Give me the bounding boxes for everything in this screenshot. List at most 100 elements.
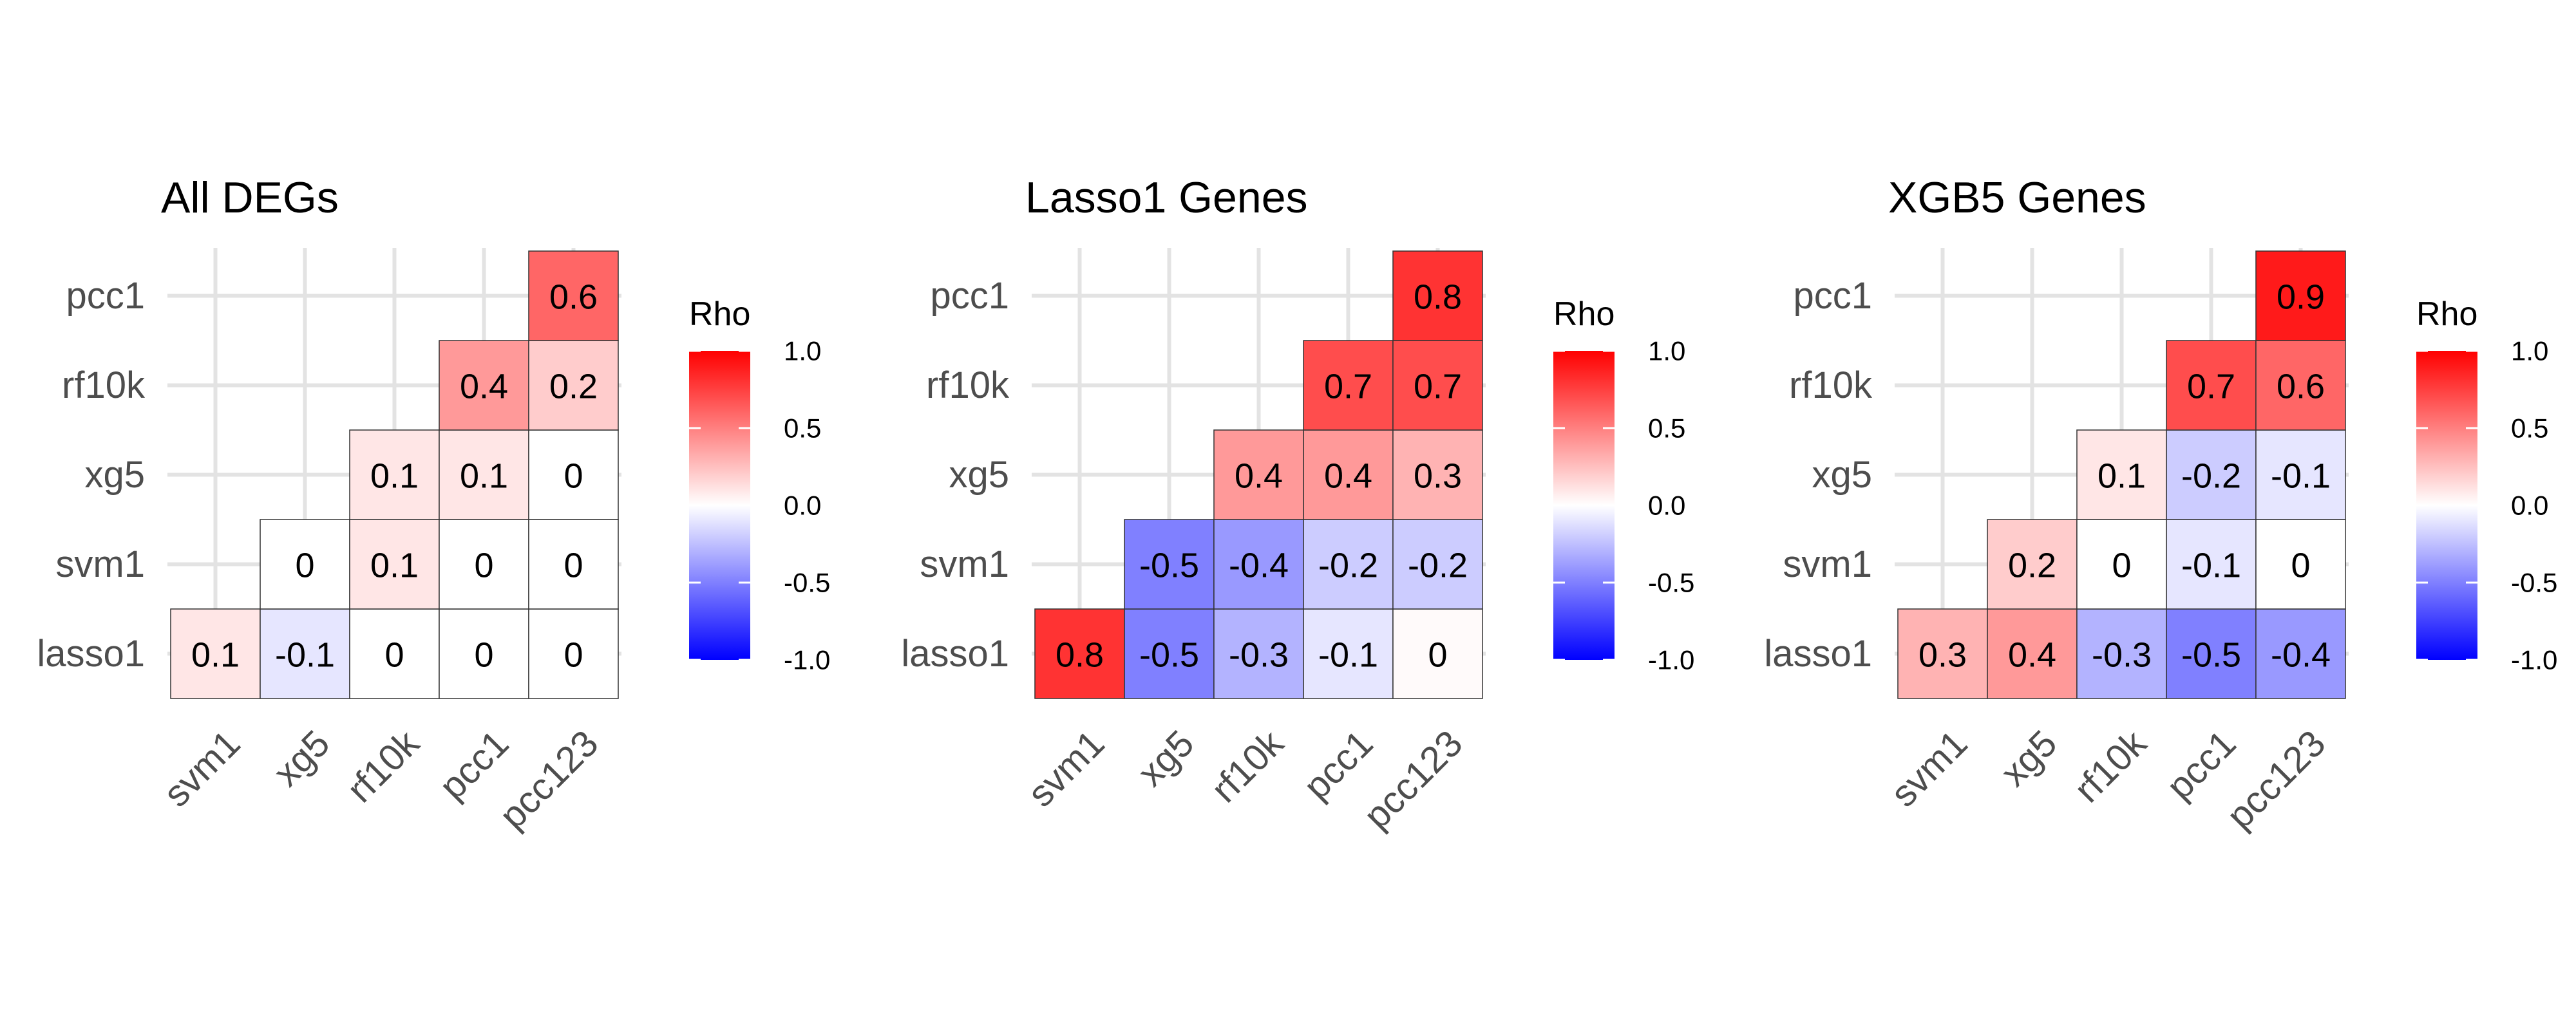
cell-value-label: 0.1: [370, 457, 419, 496]
cell-value-label: 0: [295, 547, 314, 585]
panel-title: Lasso1 Genes: [1025, 173, 1308, 222]
y-axis-ticks: lasso1 svm1 xg5 rf10k pcc1: [901, 275, 1010, 675]
cell-value-label: 0.1: [2098, 457, 2146, 496]
x-tick-label: xg5: [1993, 722, 2065, 794]
x-tick-label: rf10k: [1203, 722, 1292, 810]
colorbar-legend: Rho 1.0 0.5 0.0 -0.5 -1.0: [689, 295, 830, 675]
heatmap-cell: [2255, 519, 2346, 610]
y-tick-label: lasso1: [1764, 633, 1872, 675]
cell-value-label: 0.6: [549, 278, 598, 317]
heatmap-cell: [349, 429, 440, 520]
cell-value-label: 0.4: [2008, 636, 2056, 675]
legend-title: Rho: [689, 295, 750, 333]
cell-value-label: -0.1: [2271, 457, 2331, 496]
heatmap-cell: [1392, 429, 1483, 520]
colorbar-legend: Rho 1.0 0.5 0.0 -0.5 -1.0: [2416, 295, 2557, 675]
colorbar-tick-label: 1.0: [2511, 336, 2548, 366]
cell-value-label: -0.5: [2181, 636, 2241, 675]
colorbar-tick-label: -1.0: [1648, 645, 1694, 675]
y-tick-label: lasso1: [37, 633, 145, 675]
colorbar-tick-label: 0.5: [1648, 413, 1685, 444]
heatmap-cell: [528, 250, 619, 341]
heatmap-cell: [2255, 608, 2346, 699]
cell-value-label: 0.8: [1056, 636, 1104, 675]
heatmap-cell: [1213, 519, 1304, 610]
heatmap-cell: [528, 519, 619, 610]
cell-value-label: 0: [564, 636, 583, 675]
heatmap-cell: [2166, 429, 2257, 520]
heatmap-cell: [1034, 608, 1125, 699]
heatmap-cell: [528, 340, 619, 431]
colorbar-tick-label: 0.5: [784, 413, 821, 444]
cell-value-label: 0.9: [2277, 278, 2325, 317]
colorbar-tick-label: 0.0: [784, 491, 821, 521]
x-tick-label: svm1: [1020, 722, 1113, 815]
heatmap-cell: [1897, 608, 1988, 699]
heatmap-cells: 0.1 -0.1 0 0 0 0 0.1 0 0 0.1 0.1 0 0.4 0.2 0.6: [170, 250, 619, 699]
heatmap-cell: [1303, 429, 1394, 520]
heatmap-cell: [439, 608, 529, 699]
y-axis-ticks: lasso1 svm1 xg5 rf10k pcc1: [1764, 275, 1873, 675]
panel-title: All DEGs: [161, 173, 339, 222]
cell-value-label: 0.3: [1414, 457, 1462, 496]
heatmap-panel-xgb5-genes: XGB5 Genes 0.3 0.4 -0.3 -0.5 -0.40.2 0 -0.1 00.…: [1764, 173, 2557, 837]
heatmap-cell: [2076, 429, 2167, 520]
cell-value-label: -0.5: [1139, 636, 1199, 675]
heatmap-cell: [1392, 519, 1483, 610]
heatmap-cell: [2255, 250, 2346, 341]
cell-value-label: -0.3: [2092, 636, 2152, 675]
heatmap-cell: [349, 519, 440, 610]
y-tick-label: pcc1: [66, 275, 145, 317]
cell-value-label: -0.1: [275, 636, 335, 675]
heatmap-cell: [1124, 519, 1215, 610]
colorbar-tick-label: 1.0: [784, 336, 821, 366]
y-tick-label: xg5: [949, 454, 1009, 496]
cell-value-label: 0.2: [2008, 547, 2056, 585]
cell-value-label: 0: [474, 636, 493, 675]
heatmap-cell: [260, 608, 350, 699]
cell-value-label: 0.4: [460, 368, 508, 406]
y-tick-label: svm1: [920, 543, 1009, 585]
colorbar-tick-label: -1.0: [2511, 645, 2557, 675]
heatmap-cell: [1987, 608, 2078, 699]
legend-title: Rho: [2416, 295, 2477, 333]
y-tick-label: svm1: [1783, 543, 1872, 585]
cell-value-label: -0.1: [1318, 636, 1378, 675]
y-tick-label: svm1: [55, 543, 145, 585]
heatmap-cells: 0.3 0.4 -0.3 -0.5 -0.4 0.2 0 -0.1 0 0.1 -0.2 -0.1 0.…: [1897, 250, 2346, 699]
legend-title: Rho: [1553, 295, 1615, 333]
x-tick-label: pcc123: [2219, 722, 2333, 837]
y-tick-label: pcc1: [1793, 275, 1872, 317]
x-tick-label: pcc123: [491, 722, 606, 837]
x-tick-label: xg5: [265, 722, 337, 794]
cell-value-label: -0.2: [1318, 547, 1378, 585]
cell-value-label: 0.7: [2187, 368, 2235, 406]
cell-value-label: 0.4: [1235, 457, 1283, 496]
cell-value-label: 0.1: [191, 636, 240, 675]
cell-value-label: 0: [564, 457, 583, 496]
heatmap-cell: [439, 519, 529, 610]
cell-value-label: 0.1: [460, 457, 508, 496]
colorbar-tick-label: 0.0: [1648, 491, 1685, 521]
cell-value-label: 0: [474, 547, 493, 585]
colorbar-legend: Rho 1.0 0.5 0.0 -0.5 -1.0: [1553, 295, 1694, 675]
colorbar-tick-label: -0.5: [784, 568, 830, 598]
cell-value-label: 0.1: [370, 547, 419, 585]
heatmap-cell: [2076, 608, 2167, 699]
heatmap-cell: [1392, 250, 1483, 341]
y-tick-label: xg5: [1812, 454, 1872, 496]
cell-value-label: -0.2: [2181, 457, 2241, 496]
y-tick-label: xg5: [84, 454, 145, 496]
cell-value-label: 0.8: [1414, 278, 1462, 317]
y-tick-label: lasso1: [901, 633, 1009, 675]
cell-value-label: 0: [2112, 547, 2131, 585]
cell-value-label: 0.7: [1324, 368, 1372, 406]
cell-value-label: -0.2: [1408, 547, 1468, 585]
heatmap-cell: [1303, 340, 1394, 431]
colorbar-tick-label: -0.5: [2511, 568, 2557, 598]
colorbar-tick-label: 0.5: [2511, 413, 2548, 444]
cell-value-label: 0.2: [549, 368, 598, 406]
